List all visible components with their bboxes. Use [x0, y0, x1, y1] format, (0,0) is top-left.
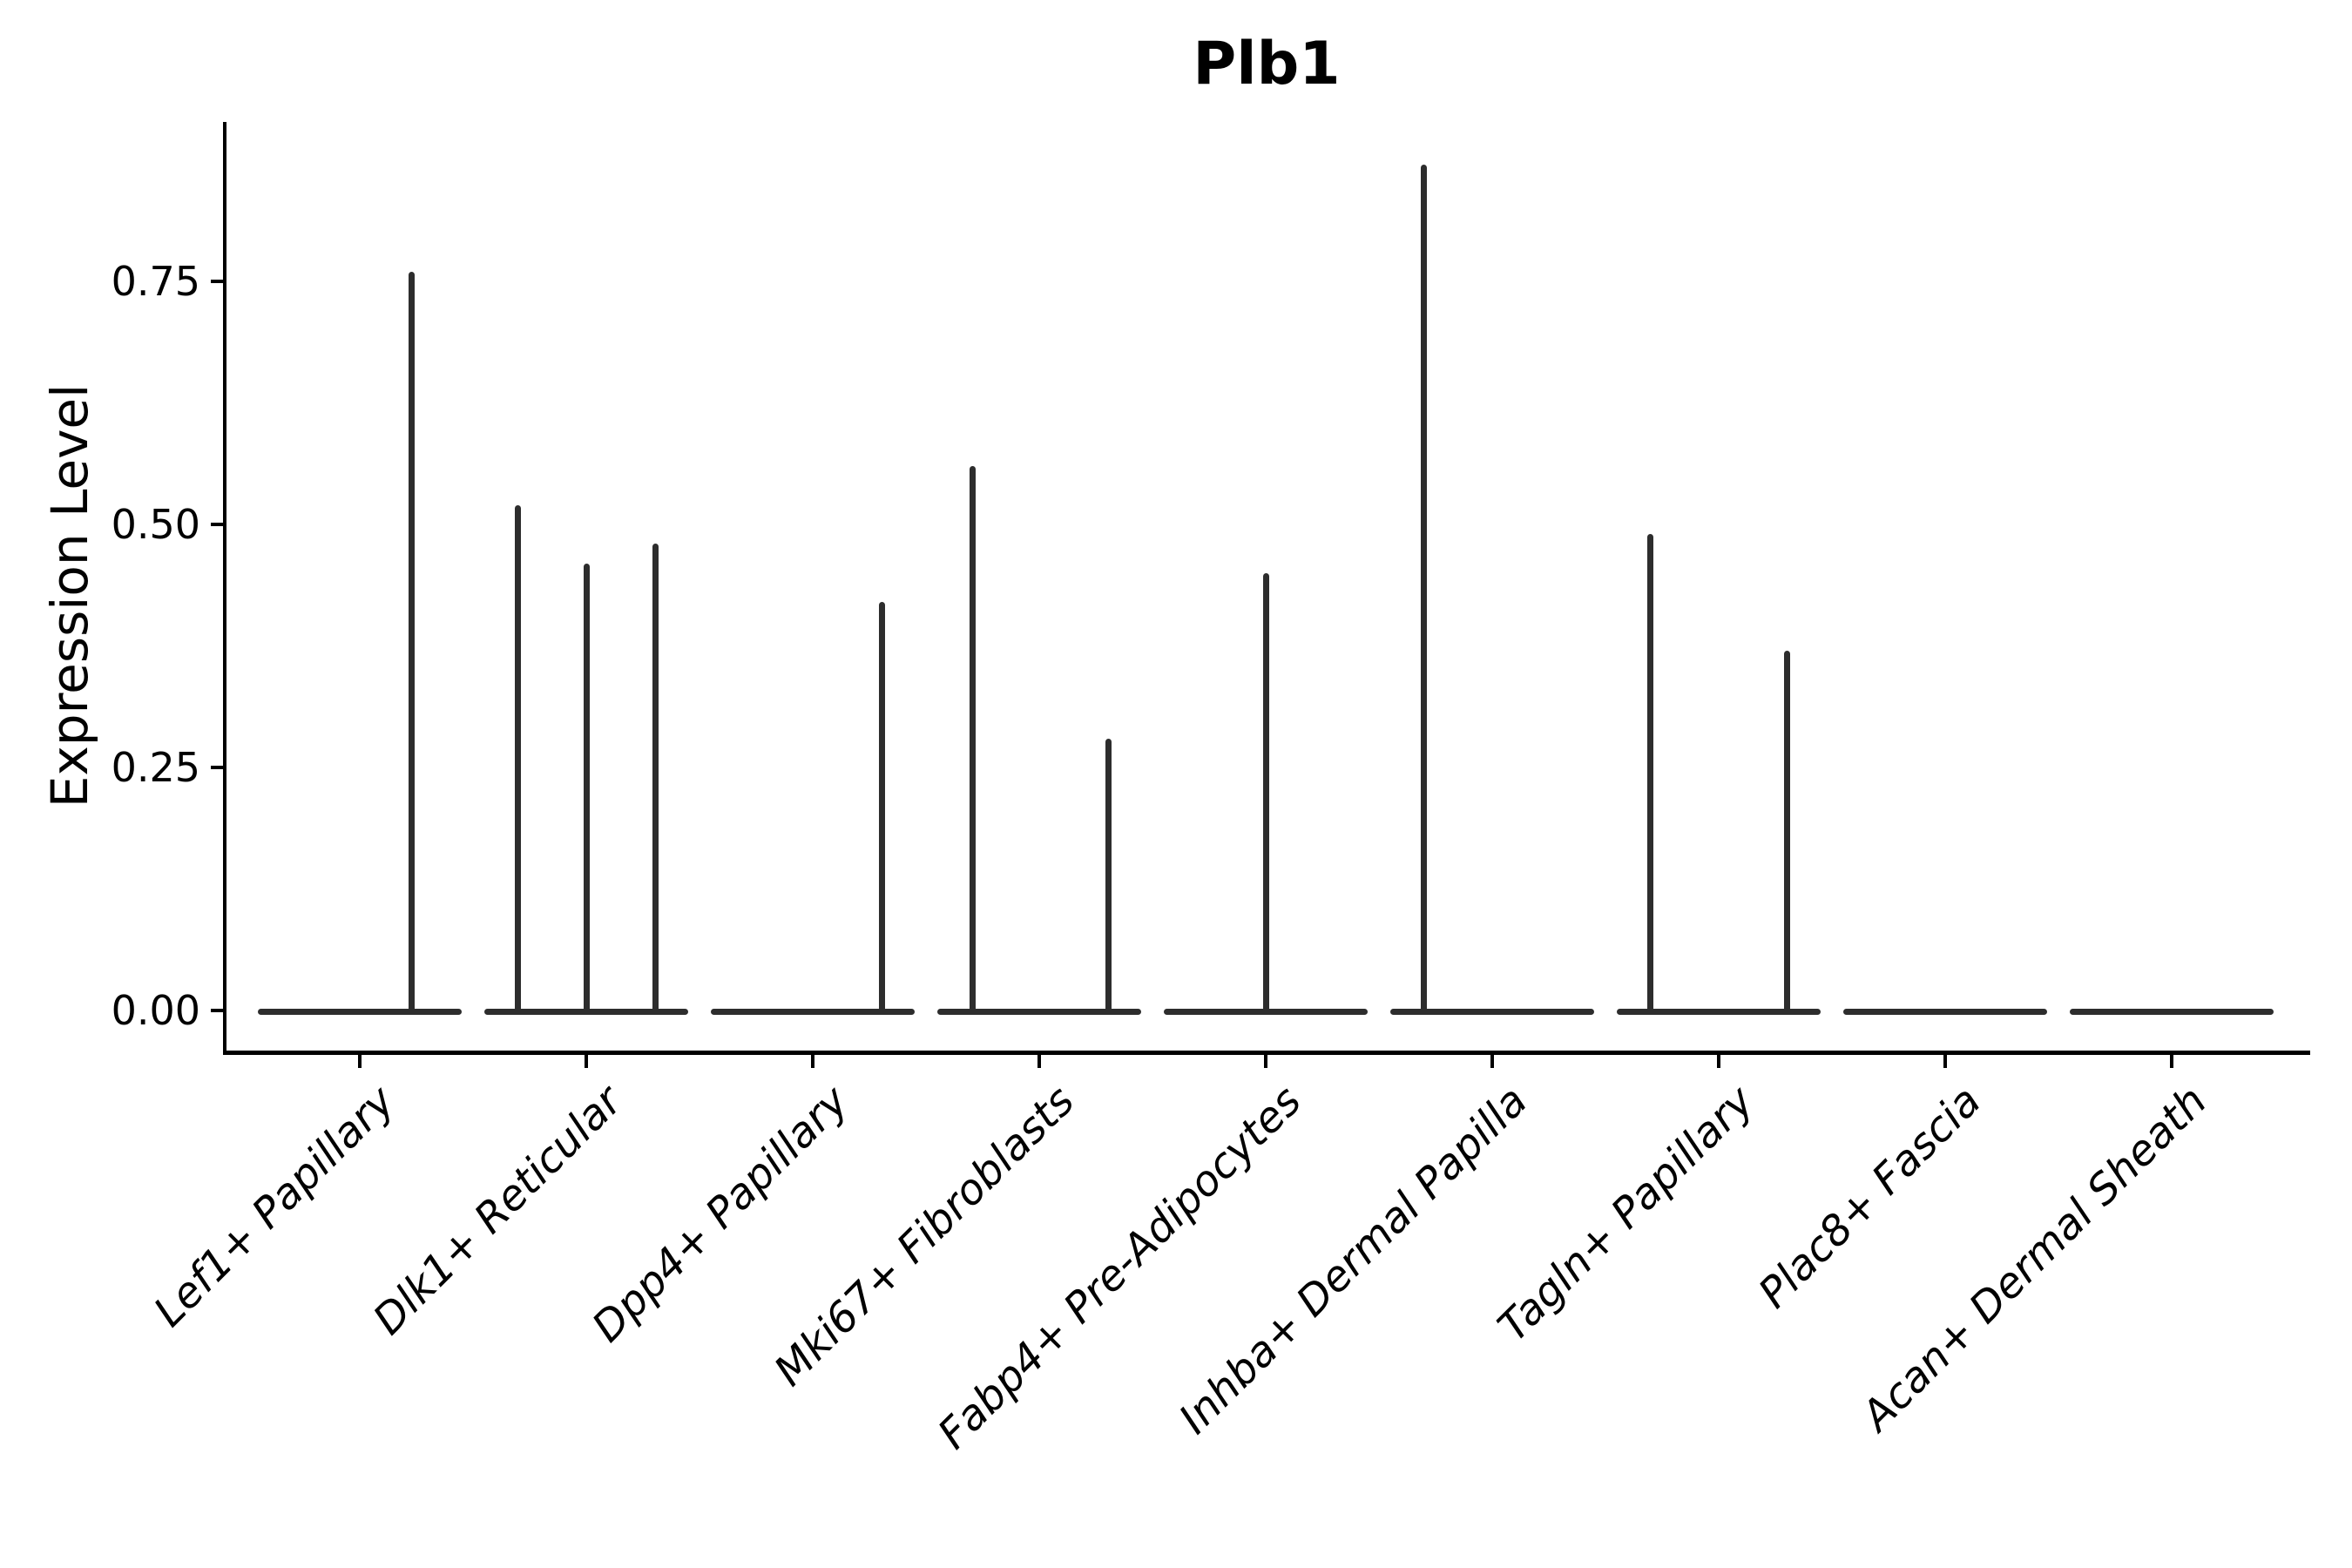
- x-tick: [1490, 1055, 1494, 1068]
- chart-title: Plb1: [1193, 30, 1341, 98]
- violin-spike: [1784, 651, 1790, 1015]
- y-tick: [211, 280, 223, 283]
- violin-base: [937, 1009, 1141, 1015]
- y-tick-label: 0.75: [111, 258, 200, 305]
- y-tick: [211, 523, 223, 526]
- y-tick-label: 0.50: [111, 501, 200, 548]
- x-tick-label: Lef1+ Papillary: [145, 1076, 405, 1336]
- y-tick-label: 0.25: [111, 744, 200, 791]
- x-tick-label: Tagln+ Papillary: [1489, 1076, 1764, 1352]
- y-axis-label: Expression Level: [40, 383, 99, 808]
- y-tick-label: 0.00: [111, 987, 200, 1034]
- violin-base: [258, 1009, 462, 1015]
- violin-base: [711, 1009, 915, 1015]
- violin-spike: [515, 504, 521, 1015]
- violin-spike: [1105, 738, 1112, 1015]
- x-axis-spine: [223, 1051, 2310, 1055]
- violin-spike: [584, 563, 590, 1015]
- violin-spike: [1421, 165, 1427, 1015]
- x-tick: [811, 1055, 814, 1068]
- x-tick: [358, 1055, 362, 1068]
- x-tick: [1717, 1055, 1720, 1068]
- x-tick: [2170, 1055, 2173, 1068]
- x-tick-label: Dlk1+ Reticular: [363, 1076, 632, 1345]
- violin-spike: [652, 544, 659, 1015]
- x-tick: [585, 1055, 588, 1068]
- x-tick-label: Dpp4+ Papillary: [582, 1076, 858, 1352]
- violin-spike: [970, 466, 976, 1015]
- violin-spike: [1263, 572, 1269, 1015]
- y-tick: [211, 1009, 223, 1012]
- x-tick: [1037, 1055, 1041, 1068]
- violin-spike: [1647, 534, 1653, 1015]
- violin-base: [1390, 1009, 1594, 1015]
- violin-spike: [409, 271, 415, 1015]
- y-tick: [211, 766, 223, 769]
- violin-spike: [879, 602, 885, 1015]
- x-tick: [1264, 1055, 1267, 1068]
- x-tick-label: Fabp4+ Pre-Adipocytes: [928, 1076, 1311, 1459]
- violin-base: [2070, 1009, 2274, 1015]
- violin-base: [1617, 1009, 1821, 1015]
- y-axis-spine: [223, 122, 226, 1055]
- x-tick-label: Plac8+ Fascia: [1748, 1076, 1990, 1318]
- violin-base: [1843, 1009, 2047, 1015]
- x-tick: [1943, 1055, 1947, 1068]
